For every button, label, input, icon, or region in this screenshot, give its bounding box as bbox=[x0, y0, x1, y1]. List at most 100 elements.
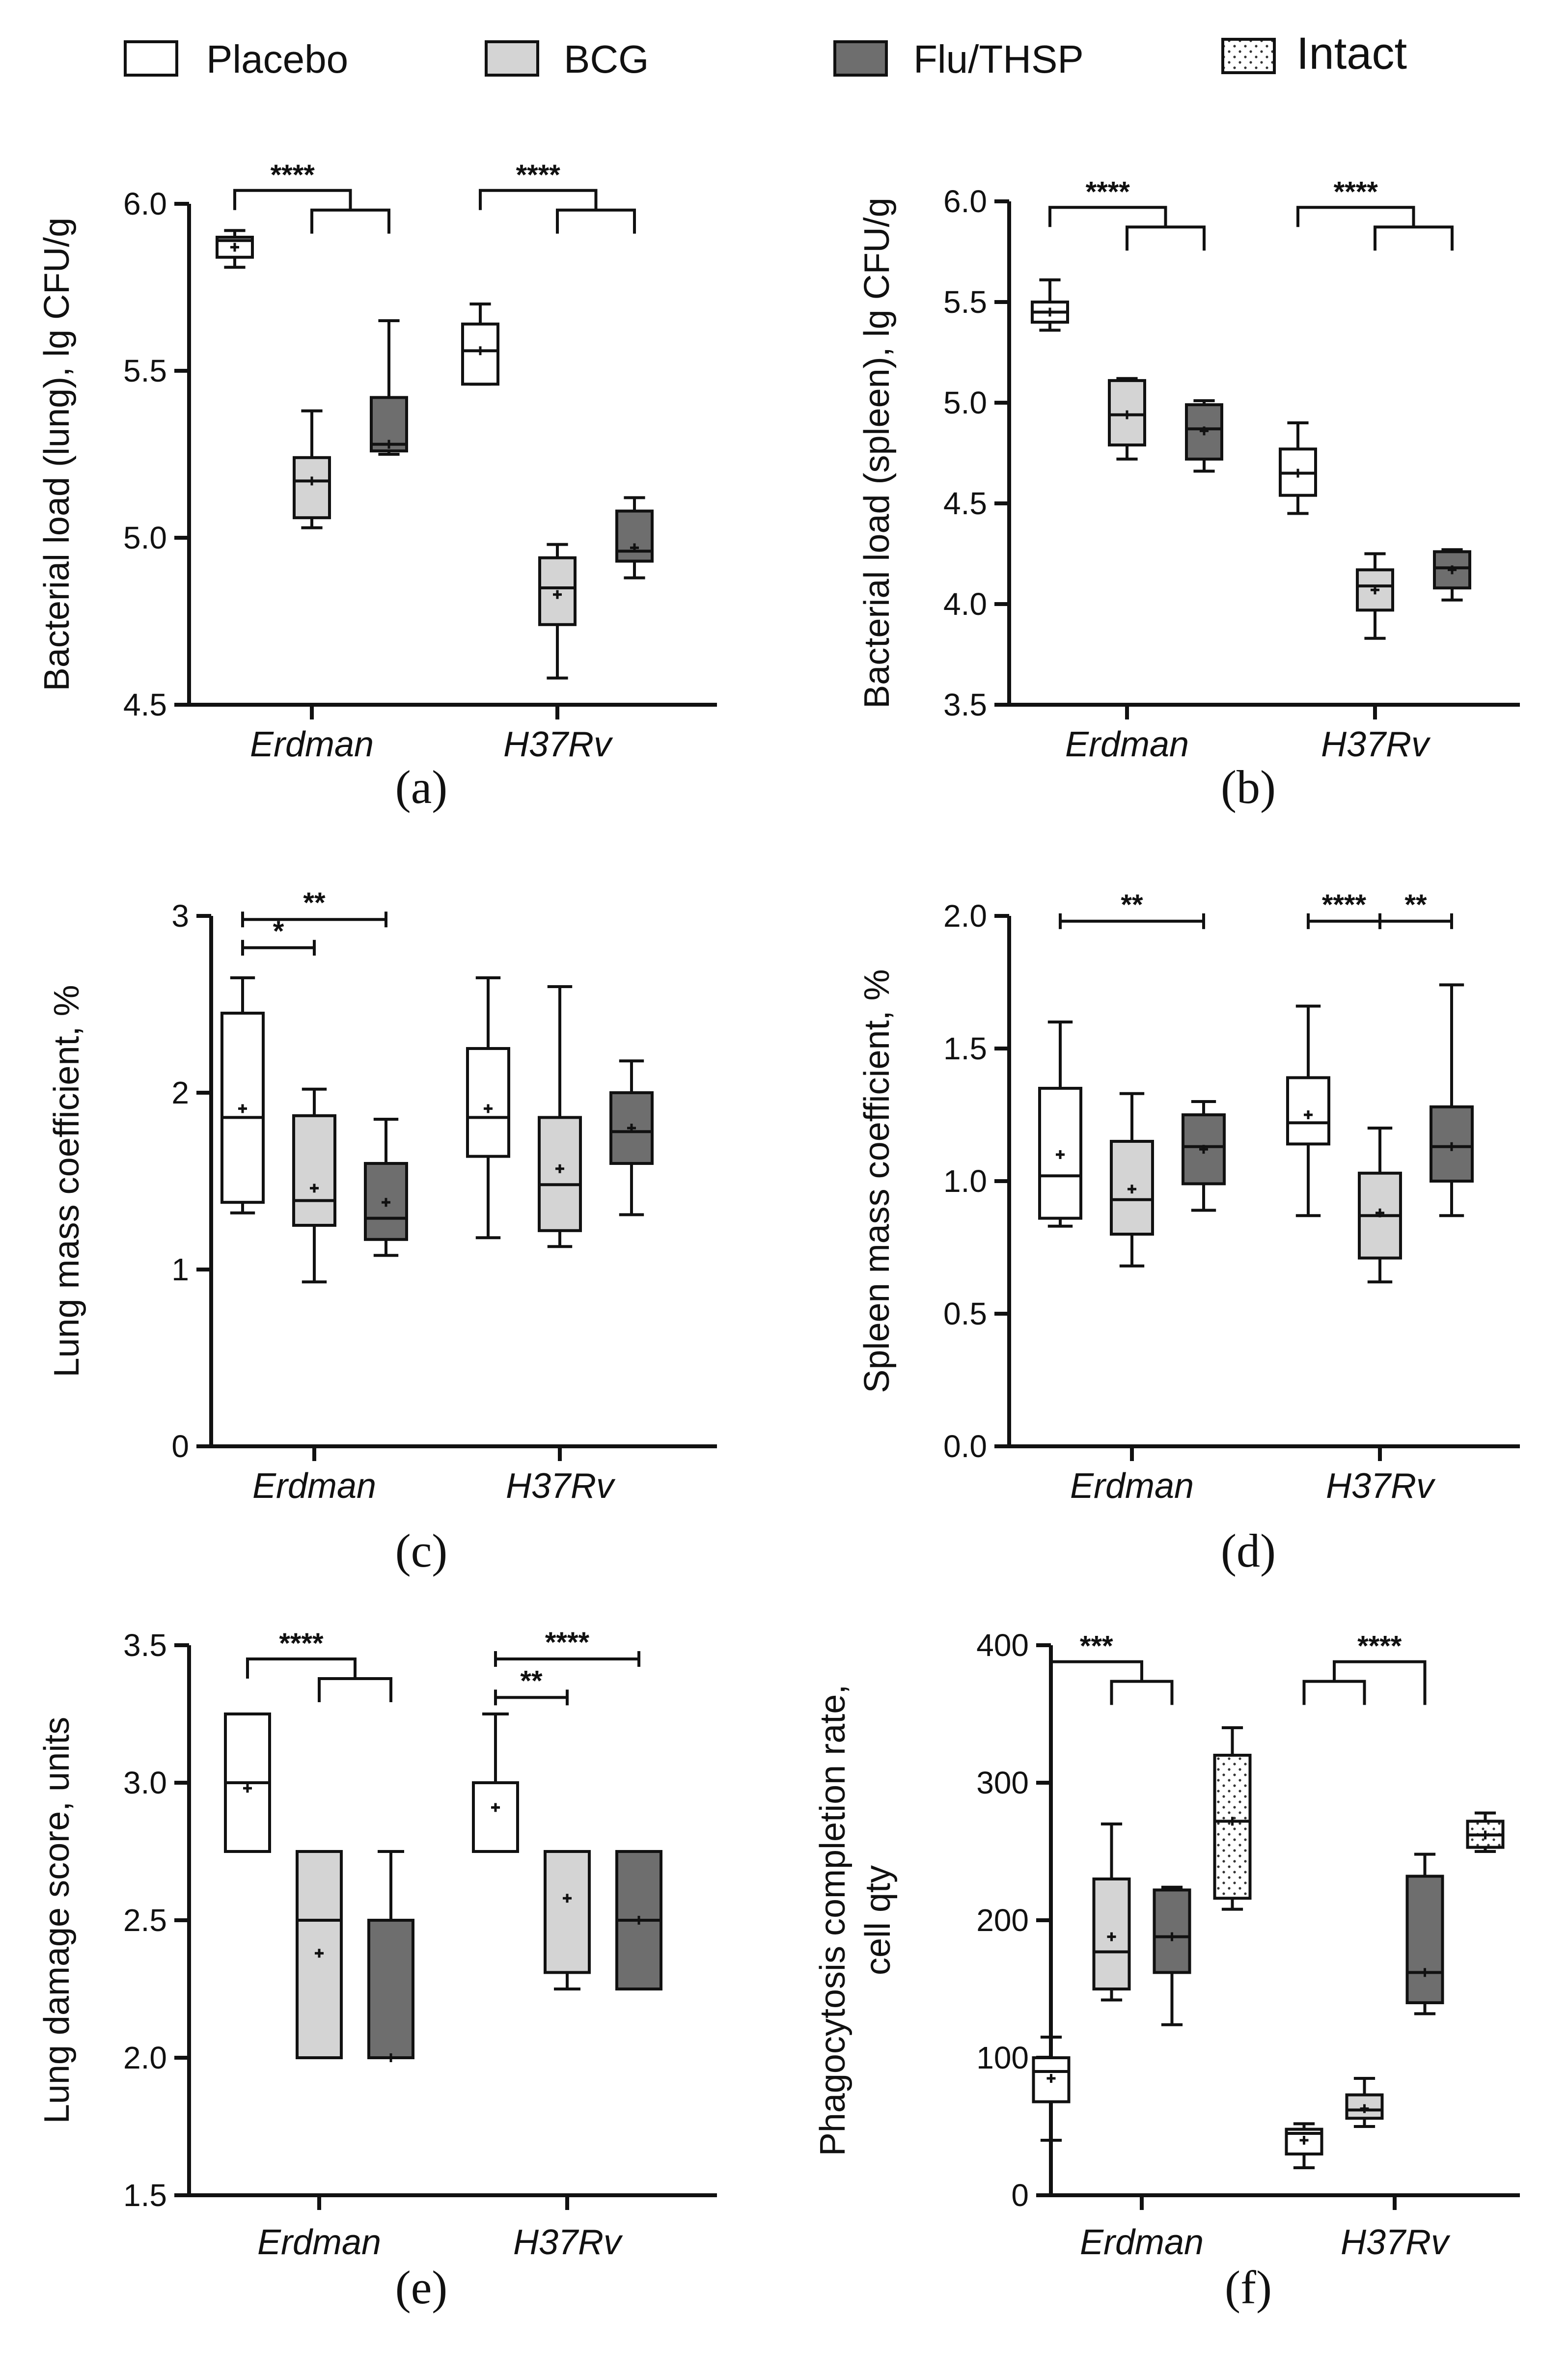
significance-label: **** bbox=[1322, 889, 1367, 921]
x-category-label: Erdman bbox=[1065, 725, 1189, 764]
box-erdman-placebo bbox=[1038, 1021, 1082, 1228]
significance-label: **** bbox=[1357, 1630, 1402, 1662]
bracket-line bbox=[1333, 1660, 1427, 1705]
y-tick-label: 4.5 bbox=[123, 687, 167, 722]
bracket-line bbox=[1126, 225, 1206, 251]
box-erdman-flu-thsp bbox=[367, 1850, 414, 2062]
y-tick-label: 5.5 bbox=[123, 353, 167, 388]
x-category-label: Erdman bbox=[1070, 1466, 1194, 1506]
y-tick-label: 4.0 bbox=[943, 586, 987, 622]
box-iqr bbox=[292, 1114, 336, 1227]
y-tick-label: 0.0 bbox=[943, 1429, 987, 1464]
legend-swatch-intact bbox=[1221, 38, 1276, 74]
significance-bracket: * bbox=[241, 915, 316, 956]
box-iqr bbox=[544, 1850, 591, 1974]
box-h37rv-flu-thsp bbox=[609, 1059, 654, 1216]
panel-label: (b) bbox=[1221, 761, 1276, 813]
significance-bracket: **** bbox=[1296, 176, 1454, 251]
significance-bracket: ** bbox=[241, 887, 387, 928]
y-tick-label: 4.5 bbox=[943, 486, 987, 521]
panel-e: 1.5 2.0 2.5 3.0 3.5 Erdman H37Rv Lung damage sc… bbox=[37, 1627, 717, 2314]
panel-label: (c) bbox=[395, 1524, 448, 1577]
significance-bracket: ** bbox=[1059, 889, 1205, 929]
box-erdman-bcg bbox=[1108, 377, 1146, 461]
bracket-line bbox=[1110, 1680, 1174, 1705]
significance-label: **** bbox=[271, 159, 315, 191]
significance-bracket: **** bbox=[479, 159, 636, 234]
legend-swatch-placebo bbox=[124, 40, 178, 77]
box-erdman-placebo bbox=[1031, 278, 1069, 332]
panel-label: (d) bbox=[1221, 1524, 1276, 1577]
box-h37rv-flu-thsp bbox=[1405, 1852, 1444, 2016]
box-erdman-bcg bbox=[1092, 1823, 1131, 2002]
box-iqr bbox=[1213, 1754, 1252, 1900]
significance-bracket: **** bbox=[1307, 889, 1381, 929]
bracket-line bbox=[1302, 1680, 1366, 1705]
legend-label-placebo: Placebo bbox=[206, 37, 348, 81]
y-tick-label: 3.0 bbox=[123, 1765, 167, 1800]
y-axis-title: Lung mass coefficient, % bbox=[47, 985, 86, 1377]
significance-bracket: **** bbox=[1302, 1630, 1427, 1705]
y-tick-label: 0.5 bbox=[943, 1296, 987, 1331]
panel-d: 0.0 0.5 1.0 1.5 2.0 Erdman H37Rv Spleen mass co… bbox=[857, 889, 1520, 1577]
y-tick-label: 200 bbox=[976, 1903, 1029, 1938]
legend-label-flu-thsp: Flu/THSP bbox=[913, 37, 1084, 81]
box-erdman-bcg bbox=[1110, 1092, 1154, 1268]
x-category-label: H37Rv bbox=[506, 1466, 616, 1506]
y-tick-label: 2 bbox=[171, 1075, 189, 1110]
significance-label: ** bbox=[1121, 889, 1143, 921]
box-erdman-flu-thsp bbox=[370, 319, 408, 456]
box-iqr bbox=[538, 1116, 582, 1232]
box-h37rv-placebo bbox=[1279, 421, 1317, 515]
box-h37rv-placebo bbox=[1286, 1004, 1330, 1217]
y-tick-label: 6.0 bbox=[943, 184, 987, 219]
significance-bracket: **** bbox=[233, 159, 390, 234]
box-erdman-placebo bbox=[1032, 2036, 1071, 2142]
box-erdman-flu-thsp bbox=[1185, 399, 1223, 473]
bracket-line bbox=[556, 208, 636, 234]
significance-label: **** bbox=[279, 1628, 324, 1659]
legend-label-intact: Intact bbox=[1296, 28, 1407, 79]
panel-label: (f) bbox=[1225, 2261, 1272, 2314]
box-h37rv-placebo bbox=[472, 1712, 519, 1853]
bracket-line bbox=[479, 189, 598, 210]
bracket-line bbox=[1049, 1660, 1143, 1682]
box-iqr bbox=[1153, 1888, 1191, 1974]
legend-item-bcg: BCG bbox=[485, 37, 649, 81]
legend-item-flu-thsp: Flu/THSP bbox=[833, 37, 1084, 81]
bracket-line bbox=[1048, 206, 1167, 227]
panel-c: 0 1 2 3 Erdman H37Rv Lung mass coefficient, % (… bbox=[47, 887, 717, 1577]
significance-label: * bbox=[273, 915, 284, 947]
y-tick-label: 0 bbox=[171, 1429, 189, 1464]
y-axis-title: Spleen mass coefficient, % bbox=[857, 969, 897, 1393]
significance-bracket: **** bbox=[1048, 176, 1206, 251]
bracket-line bbox=[233, 189, 352, 210]
box-erdman-flu-thsp bbox=[364, 1118, 408, 1257]
bracket-line bbox=[1296, 206, 1415, 227]
box-erdman-intact bbox=[1213, 1726, 1252, 1911]
box-iqr bbox=[1405, 1875, 1444, 2004]
box-iqr bbox=[296, 1850, 343, 2059]
box-h37rv-bcg bbox=[1358, 1127, 1402, 1284]
y-axis-title: Phagocytosis completion rate, cell qty bbox=[813, 1685, 898, 2156]
box-iqr bbox=[293, 456, 331, 520]
y-axis-title: Bacterial load (lung), lg CFU/g bbox=[37, 218, 77, 691]
box-h37rv-bcg bbox=[538, 985, 582, 1248]
x-category-label: H37Rv bbox=[1341, 2223, 1451, 2262]
box-h37rv-intact bbox=[1466, 1811, 1505, 1853]
panel-label: (a) bbox=[395, 761, 448, 813]
significance-label: ** bbox=[520, 1665, 543, 1697]
y-tick-label: 100 bbox=[976, 2040, 1029, 2075]
box-iqr bbox=[472, 1781, 519, 1853]
significance-label: **** bbox=[1086, 176, 1130, 208]
x-category-label: H37Rv bbox=[1326, 1466, 1436, 1506]
significance-bracket: *** bbox=[1049, 1630, 1174, 1705]
box-h37rv-flu-thsp bbox=[1430, 983, 1474, 1217]
box-erdman-bcg bbox=[296, 1850, 343, 2059]
box-h37rv-flu-thsp bbox=[1433, 548, 1471, 602]
x-category-label: Erdman bbox=[257, 2223, 381, 2262]
y-tick-label: 400 bbox=[976, 1628, 1029, 1663]
y-tick-label: 1.0 bbox=[943, 1163, 987, 1199]
significance-label: ** bbox=[1404, 889, 1427, 921]
box-h37rv-bcg bbox=[1356, 552, 1394, 640]
